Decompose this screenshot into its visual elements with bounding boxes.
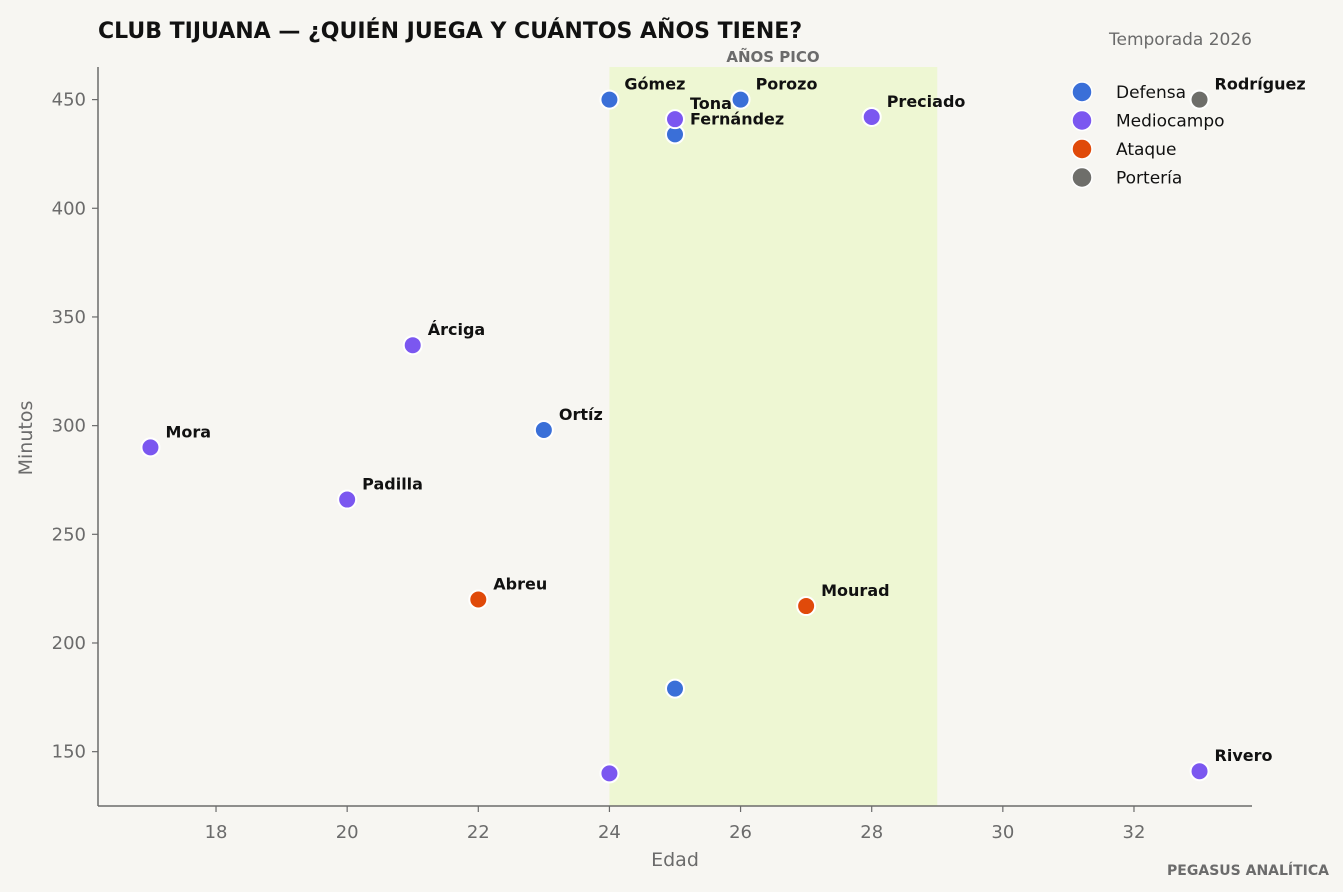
y-tick-label: 200: [52, 633, 86, 654]
x-tick-label: 26: [729, 822, 752, 843]
point-label: Tona: [690, 94, 732, 113]
points-layer: [140, 89, 1210, 784]
point-label: Preciado: [887, 92, 966, 111]
data-point: [140, 437, 161, 458]
data-point: [861, 106, 882, 127]
point-label: Padilla: [362, 475, 423, 494]
x-tick-label: 20: [336, 822, 359, 843]
point-label: Rivero: [1215, 746, 1273, 765]
x-tick-label: 24: [598, 822, 621, 843]
legend-marker: [1071, 166, 1093, 189]
data-point: [796, 596, 817, 617]
legend-label: Defensa: [1116, 83, 1186, 103]
credit-text: PEGASUS ANALÍTICA: [1167, 862, 1329, 879]
x-tick-label: 22: [467, 822, 490, 843]
point-label: Árciga: [428, 320, 486, 339]
y-axis-label: Minutos: [15, 401, 37, 476]
y-tick-label: 250: [52, 524, 86, 545]
point-label: Mourad: [821, 581, 889, 600]
data-point: [599, 763, 620, 784]
data-point: [1189, 89, 1210, 110]
point-label: Mora: [165, 422, 211, 441]
point-labels-layer: Gómez Porozo Fernández Ortíz Tona Preciado Árc…: [165, 75, 1305, 766]
chart-title: CLUB TIJUANA — ¿QUIÉN JUEGA Y CUÁNTOS AÑ…: [98, 18, 802, 44]
data-point: [1189, 761, 1210, 782]
legend-label: Ataque: [1116, 140, 1176, 160]
point-label: Fernández: [690, 109, 784, 128]
peak-years-band-layer: [609, 67, 938, 806]
y-tick-label: 350: [52, 307, 86, 328]
x-tick-label: 32: [1123, 822, 1146, 843]
data-point: [337, 489, 358, 510]
legend-marker: [1071, 109, 1093, 132]
y-tick-label: 150: [52, 742, 86, 763]
data-point: [402, 335, 423, 356]
ticks-layer: 18 20 22 24 26 28 30 32 150 200 250 300 350 400 450: [52, 90, 1146, 843]
point-label: Gómez: [624, 75, 685, 94]
data-point: [730, 89, 751, 110]
x-axis-label: Edad: [651, 849, 699, 871]
data-point: [533, 419, 554, 440]
peak-years-label: AÑOS PICO: [726, 47, 819, 66]
data-point: [468, 589, 489, 610]
chart-subtitle: Temporada 2026: [1108, 30, 1252, 50]
data-point: [599, 89, 620, 110]
peak-years-band: [609, 67, 938, 806]
point-label: Abreu: [493, 575, 547, 594]
y-tick-label: 300: [52, 416, 86, 437]
legend-label: Portería: [1116, 169, 1182, 189]
y-tick-label: 400: [52, 198, 86, 219]
axes-layer: [97, 67, 1252, 807]
data-point: [665, 109, 685, 130]
x-tick-label: 18: [205, 822, 228, 843]
legend: Defensa Mediocampo Ataque Portería: [1071, 81, 1225, 189]
x-tick-label: 28: [860, 822, 883, 843]
legend-marker: [1071, 81, 1093, 103]
x-tick-label: 30: [991, 822, 1014, 843]
point-label: Rodríguez: [1215, 75, 1306, 94]
legend-label: Mediocampo: [1116, 112, 1225, 132]
legend-marker: [1071, 138, 1093, 160]
point-label: Porozo: [756, 75, 818, 94]
point-label: Ortíz: [559, 405, 603, 424]
y-tick-label: 450: [52, 90, 86, 111]
data-point: [665, 678, 685, 699]
